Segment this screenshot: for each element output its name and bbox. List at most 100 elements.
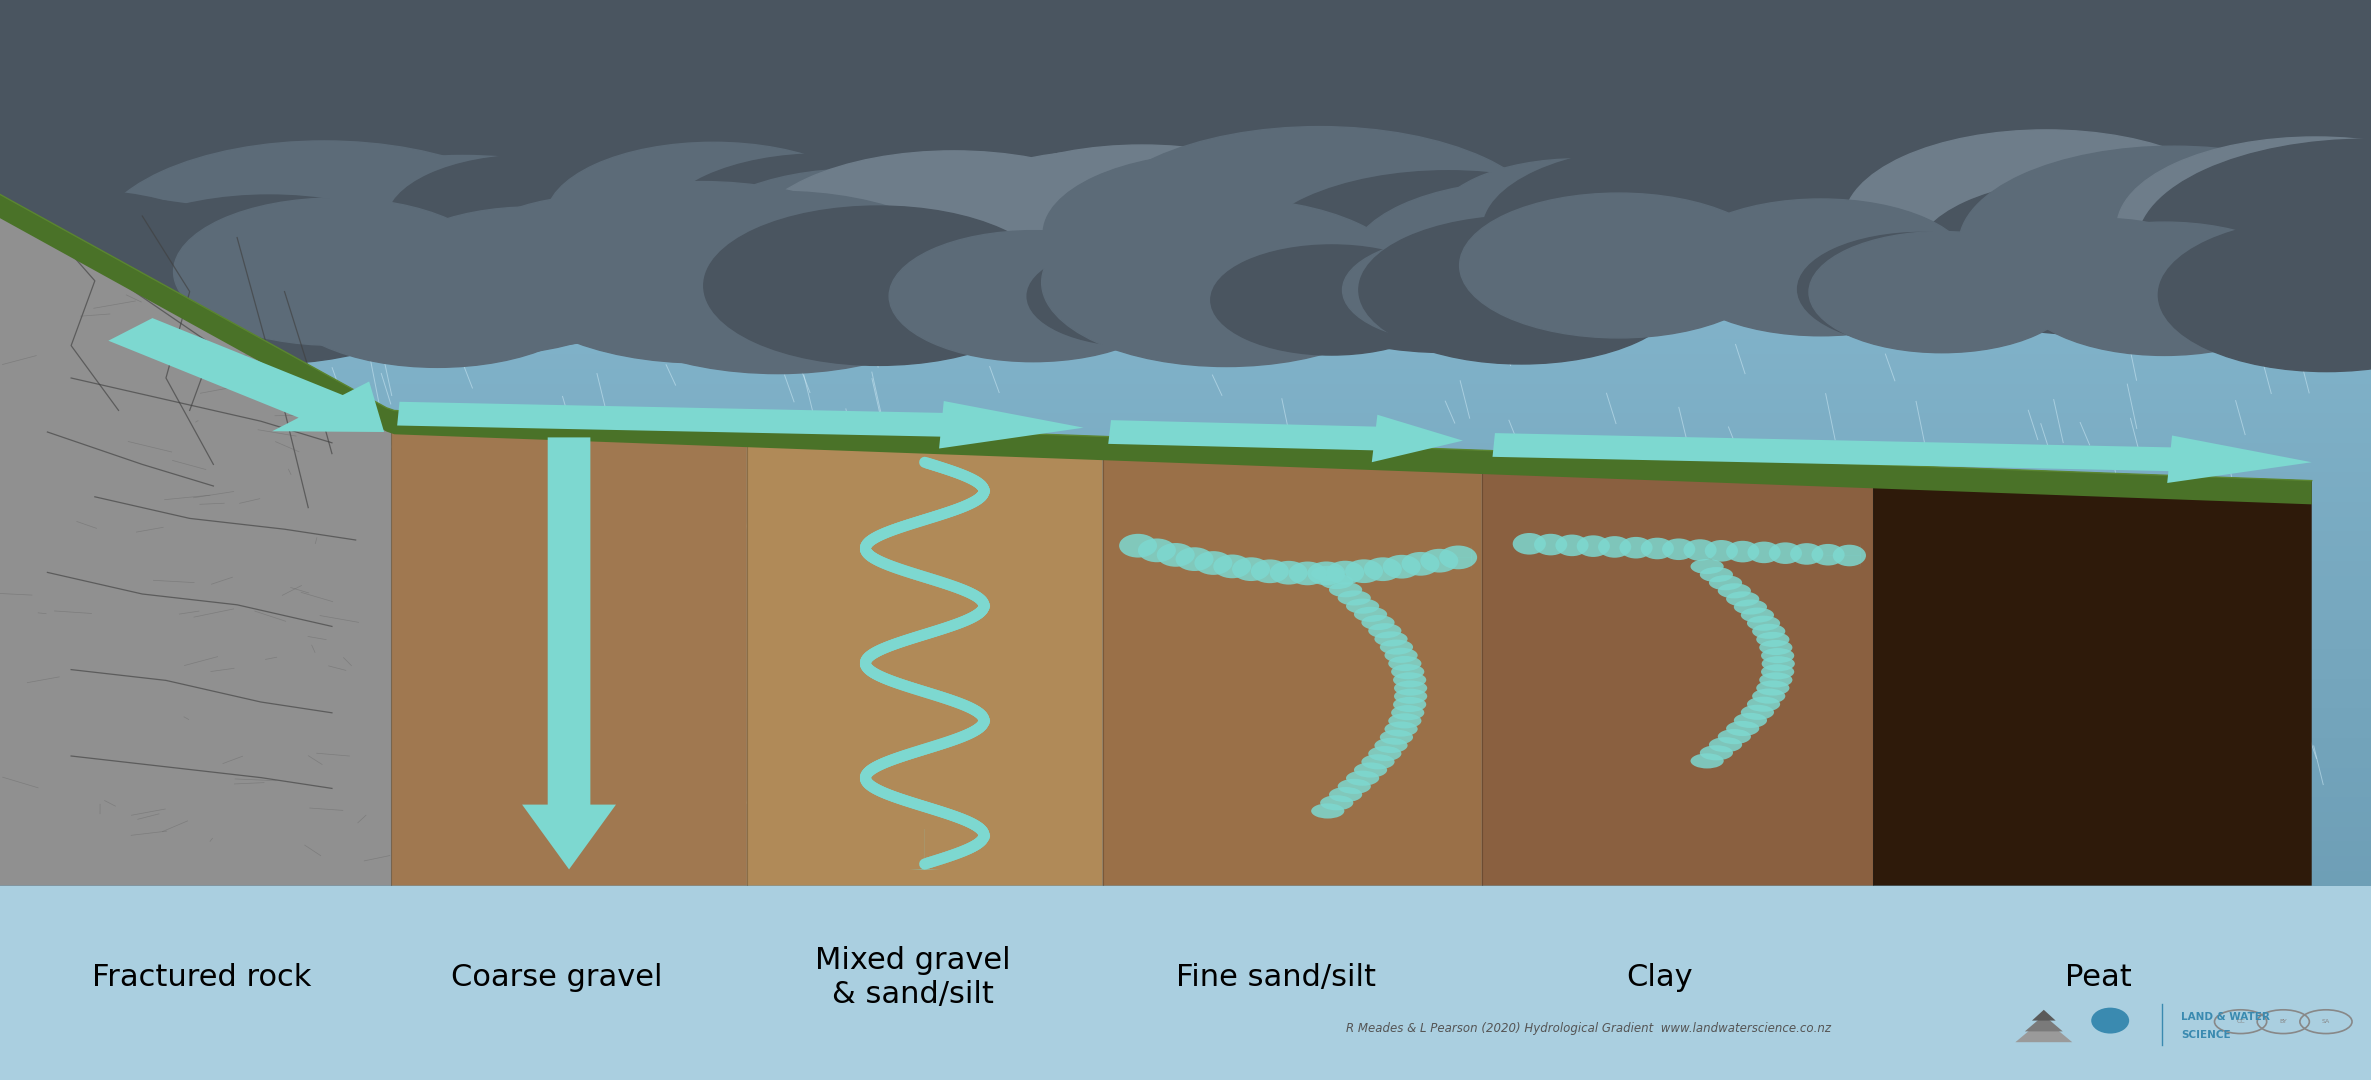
Circle shape <box>242 156 685 357</box>
Circle shape <box>659 153 986 303</box>
Circle shape <box>1797 232 2046 346</box>
Circle shape <box>1342 238 1574 342</box>
Circle shape <box>0 190 254 353</box>
Circle shape <box>386 156 676 287</box>
FancyArrow shape <box>398 401 1084 448</box>
Ellipse shape <box>1439 545 1477 569</box>
Text: Clay: Clay <box>1627 963 1693 991</box>
Circle shape <box>932 151 1266 303</box>
Circle shape <box>1368 746 1401 761</box>
FancyArrow shape <box>109 319 384 432</box>
Circle shape <box>1826 180 2108 310</box>
Ellipse shape <box>1420 549 1458 572</box>
Bar <box>0 886 2371 1080</box>
Text: R Meades & L Pearson (2020) Hydrological Gradient  www.landwaterscience.co.nz: R Meades & L Pearson (2020) Hydrological… <box>1347 1022 1830 1035</box>
Bar <box>0 693 2371 708</box>
Circle shape <box>1709 576 1743 591</box>
Circle shape <box>1691 754 1724 769</box>
Ellipse shape <box>1747 541 1781 563</box>
Polygon shape <box>1482 450 1873 886</box>
Text: Peat: Peat <box>2065 963 2132 991</box>
Bar <box>0 738 2371 753</box>
Circle shape <box>1392 664 1425 679</box>
Bar <box>0 664 2371 679</box>
Ellipse shape <box>1683 539 1717 561</box>
Circle shape <box>1349 181 1707 343</box>
Ellipse shape <box>1577 536 1610 557</box>
Bar <box>0 354 2371 369</box>
Text: SCIENCE: SCIENCE <box>2181 1029 2231 1040</box>
Polygon shape <box>1873 464 2312 886</box>
FancyArrow shape <box>925 859 934 861</box>
Ellipse shape <box>1176 548 1214 571</box>
Bar <box>0 516 2371 531</box>
Bar <box>0 339 2371 354</box>
Bar <box>0 29 2371 44</box>
Bar <box>0 295 2371 310</box>
Circle shape <box>1747 616 1781 631</box>
Ellipse shape <box>1833 544 1866 566</box>
Bar <box>0 458 2371 472</box>
Bar <box>0 369 2371 383</box>
Circle shape <box>0 147 138 309</box>
Circle shape <box>503 181 901 363</box>
Circle shape <box>1759 673 1792 688</box>
Circle shape <box>1375 738 1408 753</box>
Polygon shape <box>2032 1010 2056 1021</box>
Bar <box>0 414 2371 428</box>
Circle shape <box>1700 567 1733 582</box>
Bar <box>0 768 2371 782</box>
Circle shape <box>1250 171 1648 353</box>
Circle shape <box>1740 705 1774 720</box>
Bar <box>0 546 2371 561</box>
Circle shape <box>1709 738 1743 753</box>
Circle shape <box>1394 697 1427 712</box>
Bar <box>0 0 2371 238</box>
Circle shape <box>1361 754 1394 769</box>
Text: Mixed gravel
& sand/silt: Mixed gravel & sand/silt <box>816 946 1010 1009</box>
Circle shape <box>1916 179 2255 335</box>
Circle shape <box>1394 680 1427 696</box>
Circle shape <box>1043 153 1399 314</box>
Bar <box>0 192 2371 206</box>
Ellipse shape <box>1534 534 1567 555</box>
Circle shape <box>2117 137 2371 318</box>
Circle shape <box>1747 697 1781 712</box>
Ellipse shape <box>2091 1008 2129 1034</box>
Polygon shape <box>1103 436 1482 886</box>
Circle shape <box>173 198 498 346</box>
Circle shape <box>1634 166 1992 328</box>
Bar <box>0 576 2371 591</box>
Bar <box>0 428 2371 443</box>
Bar <box>0 679 2371 693</box>
Bar <box>0 591 2371 605</box>
Circle shape <box>545 143 882 295</box>
Circle shape <box>1845 130 2248 314</box>
Bar <box>0 310 2371 325</box>
Bar <box>0 118 2371 133</box>
Polygon shape <box>2025 1015 2063 1031</box>
Ellipse shape <box>1555 535 1589 556</box>
Bar <box>0 561 2371 576</box>
Bar <box>0 15 2371 29</box>
Bar <box>0 502 2371 516</box>
Circle shape <box>1330 787 1363 802</box>
Text: Fractured rock: Fractured rock <box>92 963 311 991</box>
Ellipse shape <box>1598 536 1631 557</box>
Polygon shape <box>2015 1018 2072 1042</box>
Bar <box>0 104 2371 118</box>
Circle shape <box>1762 664 1795 679</box>
Ellipse shape <box>1513 534 1546 555</box>
Circle shape <box>1027 246 1247 347</box>
Circle shape <box>0 150 356 336</box>
Circle shape <box>1717 729 1750 744</box>
Ellipse shape <box>1705 540 1738 562</box>
Bar <box>0 89 2371 104</box>
Polygon shape <box>0 194 2312 504</box>
Circle shape <box>1958 146 2371 342</box>
Bar <box>0 73 2371 89</box>
Circle shape <box>1368 623 1401 638</box>
Bar <box>0 649 2371 664</box>
Circle shape <box>52 141 455 326</box>
Circle shape <box>1461 193 1778 338</box>
